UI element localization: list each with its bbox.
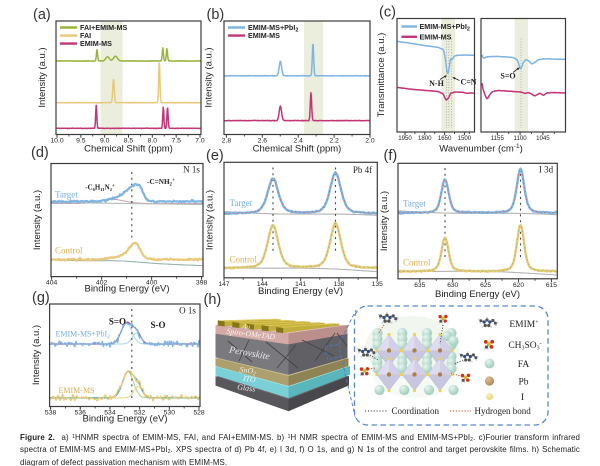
svg-text:141: 141 xyxy=(295,281,306,288)
svg-text:Target: Target xyxy=(55,190,78,200)
svg-text:FA: FA xyxy=(518,360,530,370)
svg-text:2.8: 2.8 xyxy=(222,138,232,145)
svg-text:144: 144 xyxy=(257,281,268,288)
svg-text:Binding Energy (eV): Binding Energy (eV) xyxy=(258,286,343,297)
svg-text:Hydrogen bond: Hydrogen bond xyxy=(475,406,532,416)
svg-text:532: 532 xyxy=(134,410,146,417)
svg-text:2.0: 2.0 xyxy=(365,138,375,145)
svg-text:Glass: Glass xyxy=(237,382,256,393)
svg-text:(f): (f) xyxy=(384,148,398,164)
svg-text:Intensity (a.u.): Intensity (a.u.) xyxy=(204,47,215,107)
svg-text:Intensity (a.u.): Intensity (a.u.) xyxy=(32,190,43,250)
svg-text:8.0: 8.0 xyxy=(148,138,158,145)
svg-text:Chemical Shift (ppm): Chemical Shift (ppm) xyxy=(84,144,173,155)
svg-text:Binding Energy (eV): Binding Energy (eV) xyxy=(435,289,520,300)
svg-text:EMIM-MS+PbI2: EMIM-MS+PbI2 xyxy=(56,330,111,341)
svg-text:7.5: 7.5 xyxy=(171,138,181,145)
svg-text:EMIM-MS: EMIM-MS xyxy=(248,31,280,40)
svg-text:N-H: N-H xyxy=(429,79,444,88)
svg-text:Target: Target xyxy=(230,198,253,208)
svg-text:(a): (a) xyxy=(33,7,51,23)
svg-text:1100: 1100 xyxy=(514,135,528,142)
svg-text:(g): (g) xyxy=(32,290,50,306)
svg-text:1800: 1800 xyxy=(418,135,432,142)
svg-text:Intensity (a.u.): Intensity (a.u.) xyxy=(205,190,216,250)
svg-text:625: 625 xyxy=(480,282,491,289)
svg-text:(b): (b) xyxy=(207,7,225,23)
svg-text:Au: Au xyxy=(241,322,251,331)
svg-text:I 3d: I 3d xyxy=(539,164,554,174)
svg-text:1650: 1650 xyxy=(438,135,452,142)
svg-text:2.2: 2.2 xyxy=(329,138,339,145)
svg-text:534: 534 xyxy=(104,410,116,417)
svg-text:Pb: Pb xyxy=(518,378,528,388)
svg-text:Chemical Shift (ppm): Chemical Shift (ppm) xyxy=(253,144,342,155)
svg-text:8.5: 8.5 xyxy=(124,138,134,145)
svg-text:O 1s: O 1s xyxy=(179,306,196,316)
svg-text:-C=NH2+: -C=NH2+ xyxy=(147,178,175,188)
svg-text:2.6: 2.6 xyxy=(258,138,268,145)
svg-text:Binding Energy (eV): Binding Energy (eV) xyxy=(84,284,169,295)
svg-text:536: 536 xyxy=(75,410,87,417)
svg-text:I: I xyxy=(521,393,524,403)
svg-text:2.4: 2.4 xyxy=(293,138,303,145)
svg-text:1500: 1500 xyxy=(458,135,472,142)
svg-text:9.0: 9.0 xyxy=(100,138,110,145)
svg-text:(c): (c) xyxy=(379,5,396,21)
svg-text:Pb 4f: Pb 4f xyxy=(353,165,372,175)
svg-text:538: 538 xyxy=(45,410,57,417)
svg-text:1155: 1155 xyxy=(491,135,505,142)
svg-text:CH3SO3-: CH3SO3- xyxy=(508,341,541,352)
svg-text:Control: Control xyxy=(55,246,83,256)
svg-text:EMIM-MS: EMIM-MS xyxy=(80,39,112,48)
svg-text:Control: Control xyxy=(403,258,431,268)
svg-text:N 1s: N 1s xyxy=(183,165,200,175)
svg-text:FAI+EMIM-MS: FAI+EMIM-MS xyxy=(80,23,128,32)
svg-text:Intensity (a.u.): Intensity (a.u.) xyxy=(31,325,42,385)
svg-text:Coordination: Coordination xyxy=(392,406,440,416)
svg-text:EMIM-MS+PbI2: EMIM-MS+PbI2 xyxy=(420,22,470,32)
svg-text:400: 400 xyxy=(146,280,158,287)
svg-text:9.5: 9.5 xyxy=(76,138,86,145)
svg-text:1045: 1045 xyxy=(536,135,550,142)
svg-text:398: 398 xyxy=(196,280,208,287)
svg-text:EMIM-MS: EMIM-MS xyxy=(59,386,95,395)
svg-text:10.0: 10.0 xyxy=(50,138,63,145)
svg-text:ITO: ITO xyxy=(242,374,257,385)
svg-text:528: 528 xyxy=(193,410,205,417)
svg-text:-C6H11N2+: -C6H11N2+ xyxy=(85,184,115,192)
svg-text:FAI: FAI xyxy=(80,31,91,40)
svg-text:S=O: S=O xyxy=(109,317,126,327)
svg-text:Wavenumber (cm-1): Wavenumber (cm-1) xyxy=(439,143,523,155)
svg-text:530: 530 xyxy=(164,410,176,417)
svg-text:402: 402 xyxy=(96,280,108,287)
svg-text:(d): (d) xyxy=(31,145,49,161)
svg-text:EMIM+: EMIM+ xyxy=(509,320,539,330)
svg-text:1950: 1950 xyxy=(398,135,412,142)
svg-text:147: 147 xyxy=(218,281,229,288)
svg-text:Control: Control xyxy=(230,255,258,265)
svg-text:Transmittance (a.u.): Transmittance (a.u.) xyxy=(376,33,387,118)
svg-text:EMIM-MS+PbI2: EMIM-MS+PbI2 xyxy=(248,23,298,33)
svg-text:Target: Target xyxy=(403,199,426,209)
svg-text:Binding Energy (eV): Binding Energy (eV) xyxy=(82,414,167,425)
svg-text:404: 404 xyxy=(46,280,58,287)
svg-text:615: 615 xyxy=(546,282,557,289)
svg-text:S=O: S=O xyxy=(500,72,515,81)
svg-text:Intensity (a.u.): Intensity (a.u.) xyxy=(379,191,390,251)
svg-text:138: 138 xyxy=(333,281,344,288)
svg-text:620: 620 xyxy=(513,282,524,289)
svg-text:630: 630 xyxy=(447,282,458,289)
svg-text:S-O: S-O xyxy=(150,320,165,330)
svg-text:635: 635 xyxy=(414,282,425,289)
svg-text:7.0: 7.0 xyxy=(195,138,205,145)
svg-text:Intensity (a.u.): Intensity (a.u.) xyxy=(37,47,48,107)
svg-text:(h): (h) xyxy=(204,292,222,308)
svg-text:SnO2: SnO2 xyxy=(239,365,257,377)
svg-text:C=N: C=N xyxy=(460,78,476,87)
svg-text:135: 135 xyxy=(372,281,383,288)
svg-text:EMIM-MS: EMIM-MS xyxy=(420,32,452,41)
svg-text:(e): (e) xyxy=(206,148,224,164)
